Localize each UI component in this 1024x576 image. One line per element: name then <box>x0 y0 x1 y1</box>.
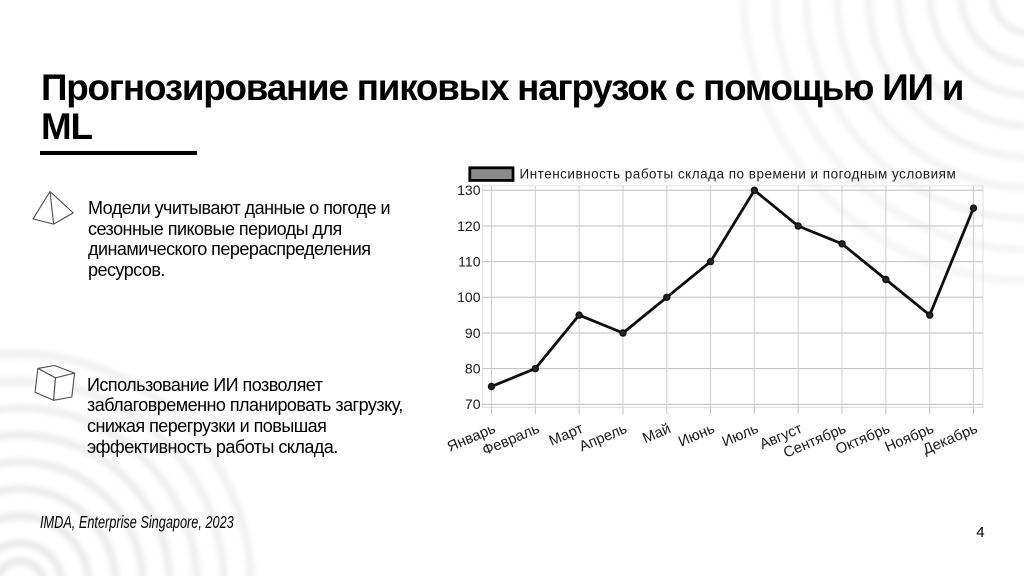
svg-text:Июль: Июль <box>720 421 761 451</box>
svg-text:130: 130 <box>457 182 481 198</box>
svg-text:120: 120 <box>457 218 481 234</box>
svg-text:Июнь: Июнь <box>676 421 717 451</box>
svg-text:100: 100 <box>457 289 481 305</box>
svg-text:110: 110 <box>458 254 481 270</box>
svg-text:90: 90 <box>465 325 481 341</box>
svg-text:80: 80 <box>465 361 481 377</box>
svg-text:Май: Май <box>640 421 673 447</box>
svg-text:Интенсивность работы склада по: Интенсивность работы склада по времени и… <box>520 167 957 182</box>
svg-text:Апрель: Апрель <box>577 421 630 455</box>
svg-text:70: 70 <box>465 396 481 412</box>
